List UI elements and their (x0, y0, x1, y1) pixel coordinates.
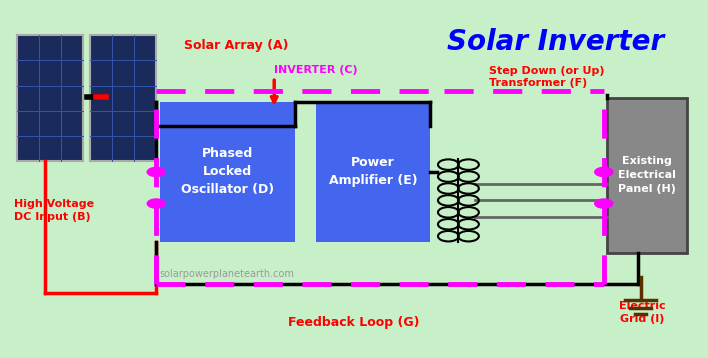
Circle shape (595, 168, 613, 176)
FancyBboxPatch shape (18, 35, 84, 161)
Text: High Voltage
DC Input (B): High Voltage DC Input (B) (14, 199, 94, 222)
FancyBboxPatch shape (91, 35, 156, 161)
Text: Phased
Locked
Oscillator (D): Phased Locked Oscillator (D) (181, 147, 274, 197)
Text: Feedback Loop (G): Feedback Loop (G) (288, 316, 420, 329)
Text: Existing
Electrical
Panel (H): Existing Electrical Panel (H) (618, 156, 676, 194)
Text: solarpowerplanetearth.com: solarpowerplanetearth.com (160, 269, 295, 279)
Text: Solar Inverter: Solar Inverter (447, 28, 664, 56)
Circle shape (147, 168, 165, 176)
Text: Power
Amplifier (E): Power Amplifier (E) (329, 156, 418, 188)
Text: Electric
Grid (I): Electric Grid (I) (619, 301, 666, 324)
FancyBboxPatch shape (607, 98, 687, 253)
Text: Step Down (or Up)
Transformer (F): Step Down (or Up) Transformer (F) (489, 66, 605, 88)
FancyBboxPatch shape (316, 102, 430, 242)
Circle shape (147, 199, 165, 208)
Text: Solar Array (A): Solar Array (A) (184, 39, 288, 52)
FancyBboxPatch shape (160, 102, 295, 242)
Text: INVERTER (C): INVERTER (C) (274, 65, 358, 75)
Circle shape (595, 199, 613, 208)
